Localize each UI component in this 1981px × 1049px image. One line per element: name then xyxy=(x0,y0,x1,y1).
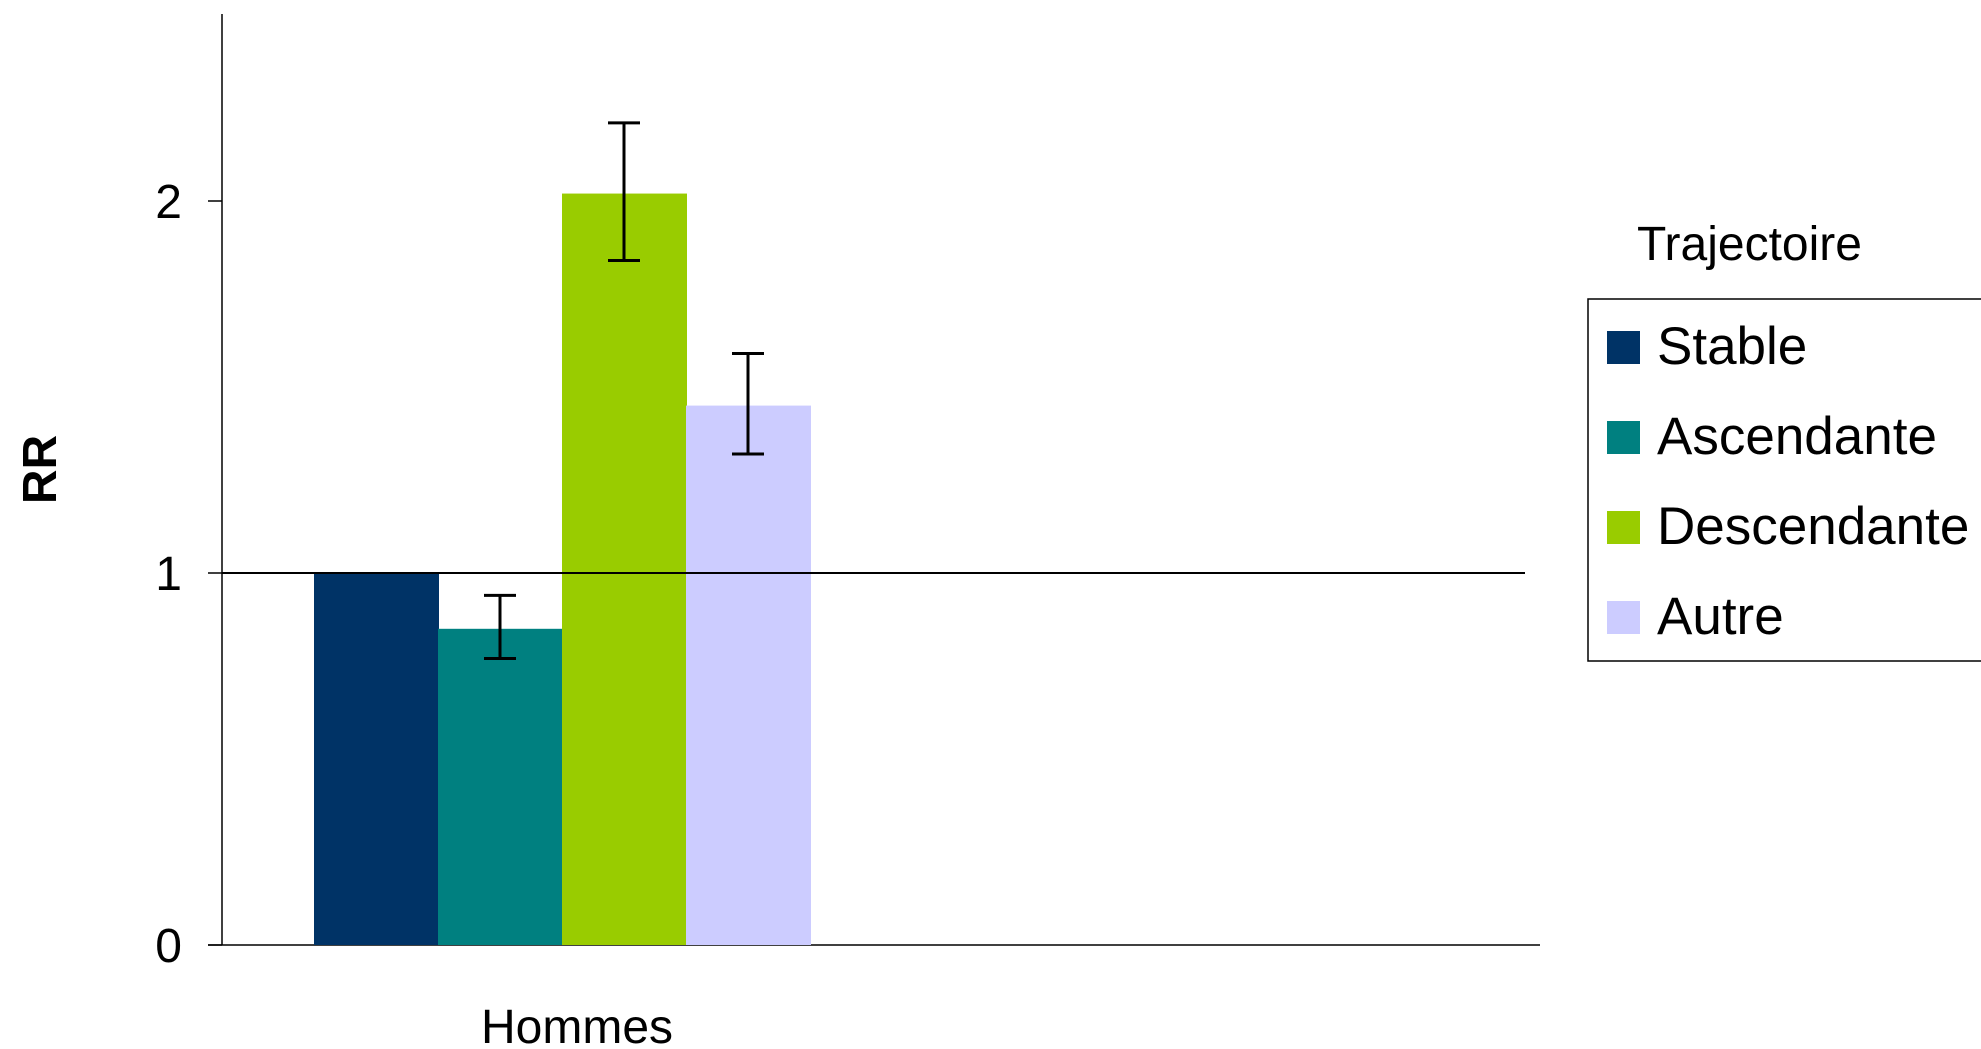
y-tick-label: 1 xyxy=(155,548,182,601)
legend-label-autre: Autre xyxy=(1657,587,1784,646)
error-bar-autre xyxy=(732,352,764,456)
bar-stable xyxy=(314,573,439,945)
legend-title: Trajectoire xyxy=(1637,218,1862,271)
legend-swatch-stable xyxy=(1607,331,1640,364)
y-tick-label: 0 xyxy=(155,920,182,973)
legend-label-descendante: Descendante xyxy=(1657,497,1969,556)
legend-swatch-ascendante xyxy=(1607,421,1640,454)
error-bar-descendante xyxy=(608,121,640,263)
y-axis-title: RR xyxy=(14,435,67,504)
legend-swatch-descendante xyxy=(1607,511,1640,544)
error-bar-ascendante xyxy=(484,593,516,661)
legend-swatch-autre xyxy=(1607,601,1640,634)
x-category-label: Hommes xyxy=(481,1001,673,1049)
legend-label-stable: Stable xyxy=(1657,317,1807,376)
bar-autre xyxy=(686,405,811,946)
bar-ascendante xyxy=(438,628,563,945)
plot-area: 0 1 2 RR Hommes xyxy=(14,14,1540,1049)
legend: Trajectoire Stable Ascendante Descendante Au… xyxy=(1587,218,1981,662)
y-tick-label: 2 xyxy=(155,176,182,229)
legend-box xyxy=(1587,298,1981,662)
bar-descendante xyxy=(562,193,687,945)
legend-label-ascendante: Ascendante xyxy=(1657,407,1937,466)
